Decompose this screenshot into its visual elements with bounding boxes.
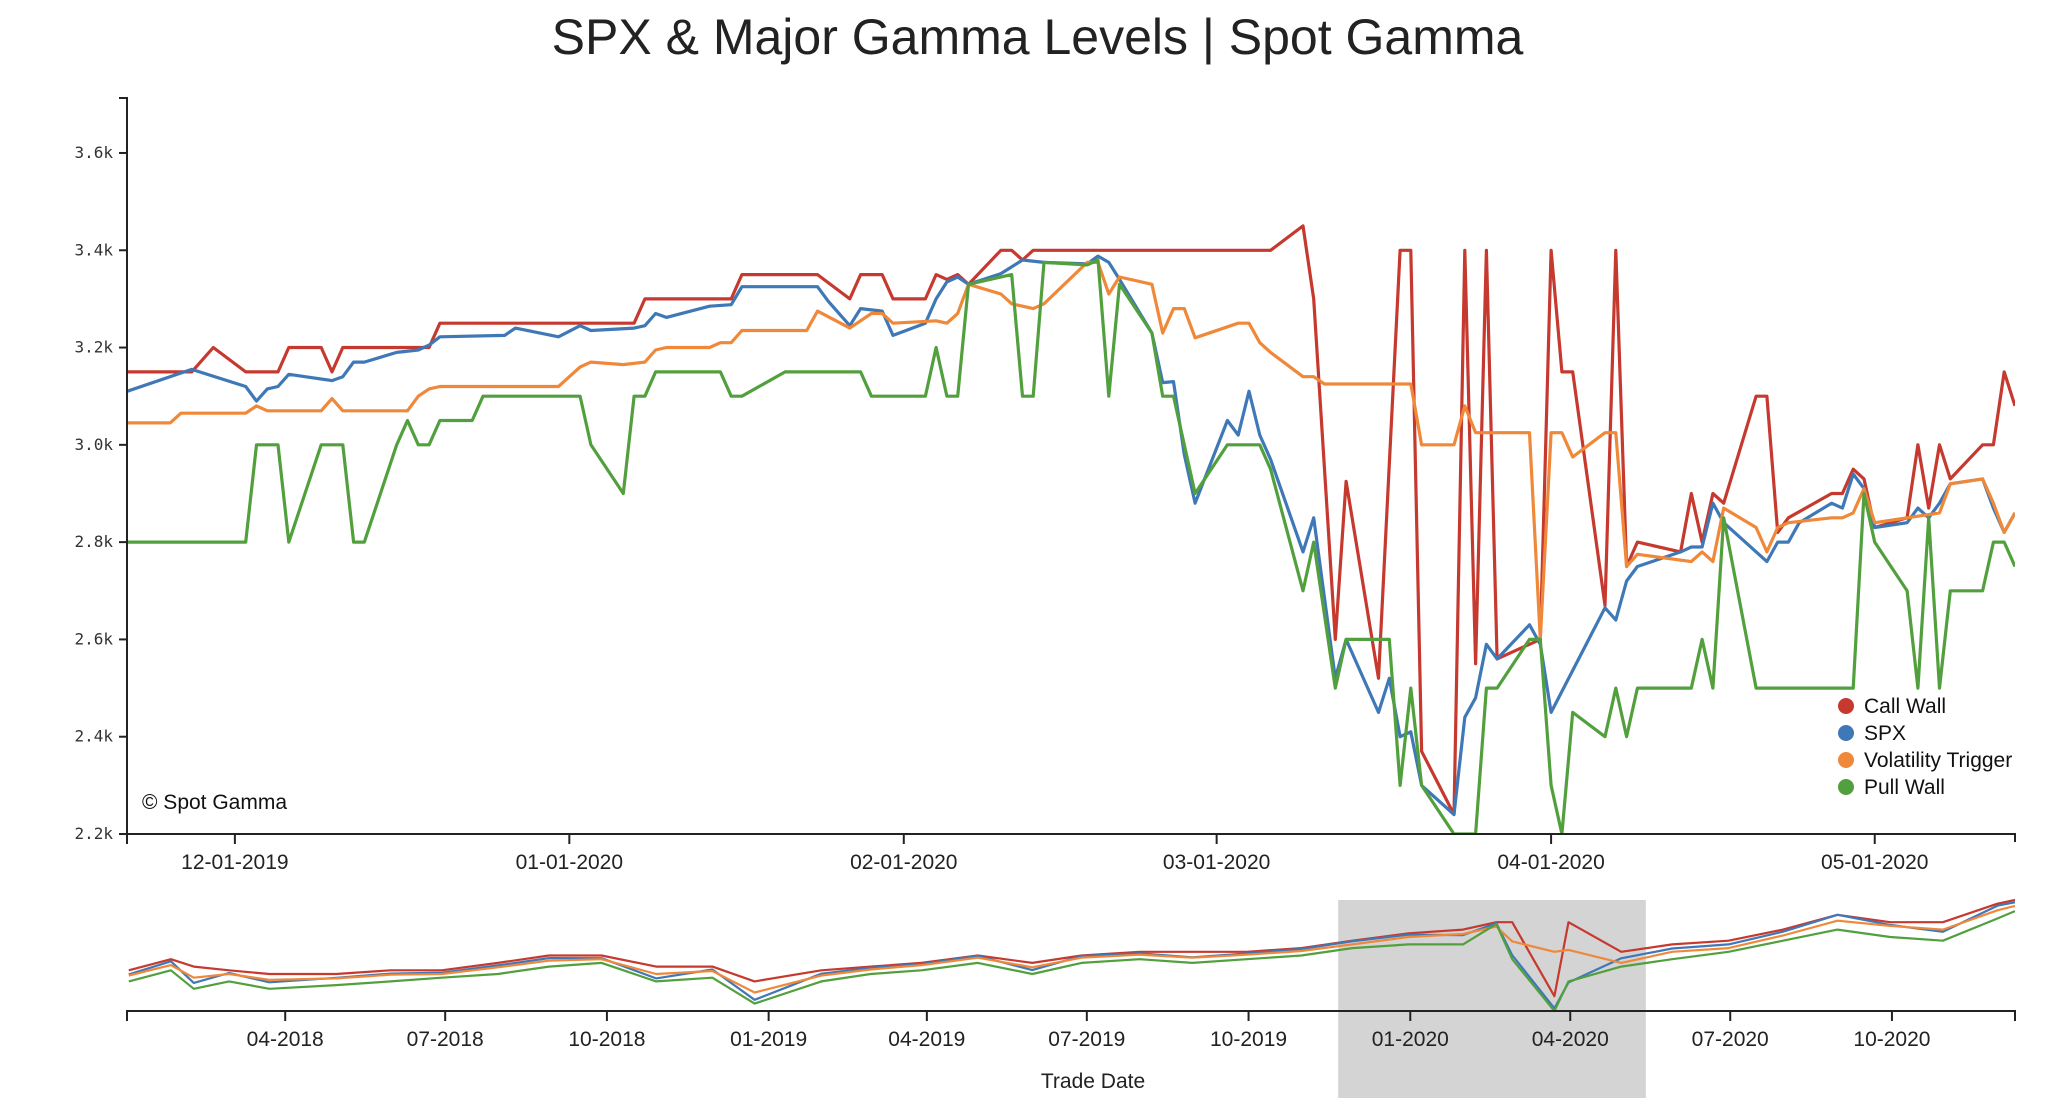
x-tick-label: 01-01-2020: [516, 851, 623, 874]
context-x-tick-label: 07-2019: [1048, 1028, 1125, 1051]
x-tick-label: 12-01-2019: [181, 851, 288, 874]
x-tick-label: 02-01-2020: [850, 851, 957, 874]
x-axis-label: Trade Date: [1041, 1070, 1145, 1093]
context-x-tick-label: 07-2020: [1692, 1028, 1769, 1051]
main-plot: [127, 224, 2015, 834]
context-line-spx: [128, 901, 2015, 1010]
context-x-tick-label: 07-2018: [407, 1028, 484, 1051]
axes: 2.2k 2.4k 2.6k 2.8k 3.0k 3.2k 3.4k 3.6k 12-01-20…: [74, 97, 2016, 1051]
context-x-tick-label: 01-2019: [730, 1028, 807, 1051]
y-tick-label: 3.6k: [74, 143, 113, 162]
x-tick-label: 03-01-2020: [1163, 851, 1270, 874]
context-x-tick-label: 10-2020: [1853, 1028, 1930, 1051]
legend-label-call-wall: Call Wall: [1864, 695, 1946, 718]
y-tick-label: 2.4k: [74, 727, 113, 746]
series-line-volatility-trigger: [127, 260, 2015, 641]
y-tick-label: 3.2k: [74, 338, 113, 357]
brush-selection[interactable]: [1338, 900, 1646, 1098]
legend: Call Wall SPX Volatility Trigger Pull Wall: [1838, 695, 2012, 799]
watermark: © Spot Gamma: [142, 791, 287, 814]
context-line-pull-wall: [128, 910, 2015, 1013]
context-x-axis-line: [126, 1010, 2016, 1021]
series-line-pull-wall: [127, 258, 2015, 834]
context-x-tick-label: 04-2020: [1532, 1028, 1609, 1051]
legend-marker-call-wall: [1838, 698, 1854, 714]
legend-label-pull-wall: Pull Wall: [1864, 776, 1945, 799]
legend-label-spx: SPX: [1864, 722, 1906, 745]
y-axis-line: [119, 97, 2016, 842]
legend-label-volatility-trigger: Volatility Trigger: [1864, 749, 2012, 772]
x-tick-label: 04-01-2020: [1497, 851, 1604, 874]
x-tick-label: 05-01-2020: [1821, 851, 1928, 874]
y-tick-label: 3.4k: [74, 240, 113, 259]
series-line-spx: [127, 254, 2015, 817]
context-plot: [128, 898, 2015, 1013]
context-x-tick-label: 04-2018: [247, 1028, 324, 1051]
context-x-tick-label: 10-2018: [568, 1028, 645, 1051]
y-tick-label: 3.0k: [74, 435, 113, 454]
context-x-tick-label: 01-2020: [1372, 1028, 1449, 1051]
legend-marker-pull-wall: [1838, 779, 1854, 795]
context-x-tick-label: 04-2019: [888, 1028, 965, 1051]
y-tick-label: 2.6k: [74, 629, 113, 648]
y-tick-label: 2.2k: [74, 824, 113, 843]
context-line-volatility-trigger: [128, 904, 2015, 994]
legend-marker-spx: [1838, 725, 1854, 741]
legend-marker-volatility-trigger: [1838, 752, 1854, 768]
chart-title: SPX & Major Gamma Levels | Spot Gamma: [551, 9, 1524, 65]
context-x-tick-label: 10-2019: [1210, 1028, 1287, 1051]
series-line-call-wall: [127, 224, 2015, 817]
y-tick-label: 2.8k: [74, 532, 113, 551]
